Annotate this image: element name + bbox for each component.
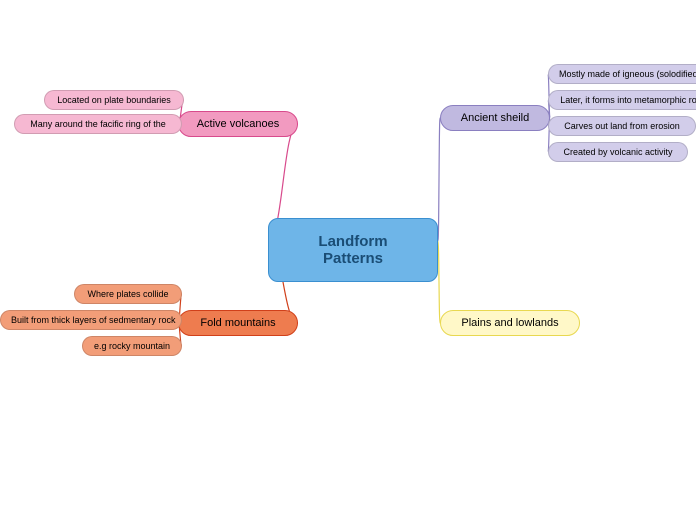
leaf-shield-3: Created by volcanic activity	[548, 142, 688, 162]
leaf-volcanoes-1: Many around the facific ring of the	[14, 114, 182, 134]
leaf-shield-1: Later, it forms into metamorphic rock	[548, 90, 696, 110]
branch-fold: Fold mountains	[178, 310, 298, 336]
center-node: Landform Patterns	[268, 218, 438, 282]
branch-volcanoes: Active volcanoes	[178, 111, 298, 137]
branch-plains: Plains and lowlands	[440, 310, 580, 336]
leaf-shield-0: Mostly made of igneous (solodified m	[548, 64, 696, 84]
leaf-fold-1: Built from thick layers of sedmentary ro…	[0, 310, 182, 330]
leaf-fold-0: Where plates collide	[74, 284, 182, 304]
branch-shield: Ancient sheild	[440, 105, 550, 131]
leaf-shield-2: Carves out land from erosion	[548, 116, 696, 136]
leaf-volcanoes-0: Located on plate boundaries	[44, 90, 184, 110]
leaf-fold-2: e.g rocky mountain	[82, 336, 182, 356]
